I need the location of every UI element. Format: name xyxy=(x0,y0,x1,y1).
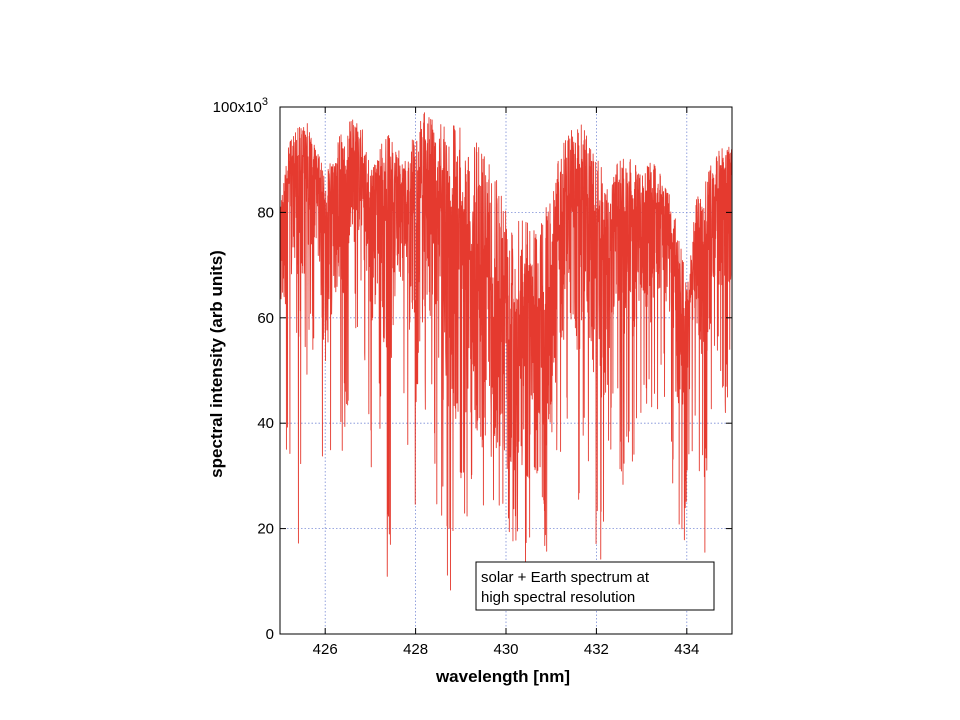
y-tick-label: 80 xyxy=(257,204,274,221)
x-tick-label: 434 xyxy=(674,641,699,658)
x-tick-label: 428 xyxy=(403,641,428,658)
y-axis-tick-labels: 0 20 40 60 80 100x103 xyxy=(213,96,274,643)
y-tick-exponent: 3 xyxy=(262,96,268,108)
y-tick-label: 40 xyxy=(257,415,274,432)
y-tick-label: 100x103 xyxy=(213,96,268,116)
y-tick-label: 20 xyxy=(257,521,274,538)
legend-frame xyxy=(475,561,715,611)
x-axis-title: wavelength [nm] xyxy=(435,667,570,686)
spectrum-series xyxy=(279,112,733,591)
legend-box: solar + Earth spectrum at high spectral … xyxy=(475,561,715,611)
x-tick-label: 432 xyxy=(584,641,609,658)
x-tick-label: 426 xyxy=(313,641,338,658)
x-axis-tick-labels: 426 428 430 432 434 xyxy=(313,641,700,658)
legend-line-1: solar + Earth spectrum at xyxy=(481,569,650,586)
axis-ticks xyxy=(280,106,732,635)
y-tick-label: 60 xyxy=(257,310,274,327)
legend-line-2: high spectral resolution xyxy=(481,589,635,606)
spectrum-line xyxy=(279,112,733,591)
y-tick-label: 0 xyxy=(266,626,274,643)
x-tick-label: 430 xyxy=(493,641,518,658)
y-axis-title: spectral intensity (arb units) xyxy=(207,250,226,478)
